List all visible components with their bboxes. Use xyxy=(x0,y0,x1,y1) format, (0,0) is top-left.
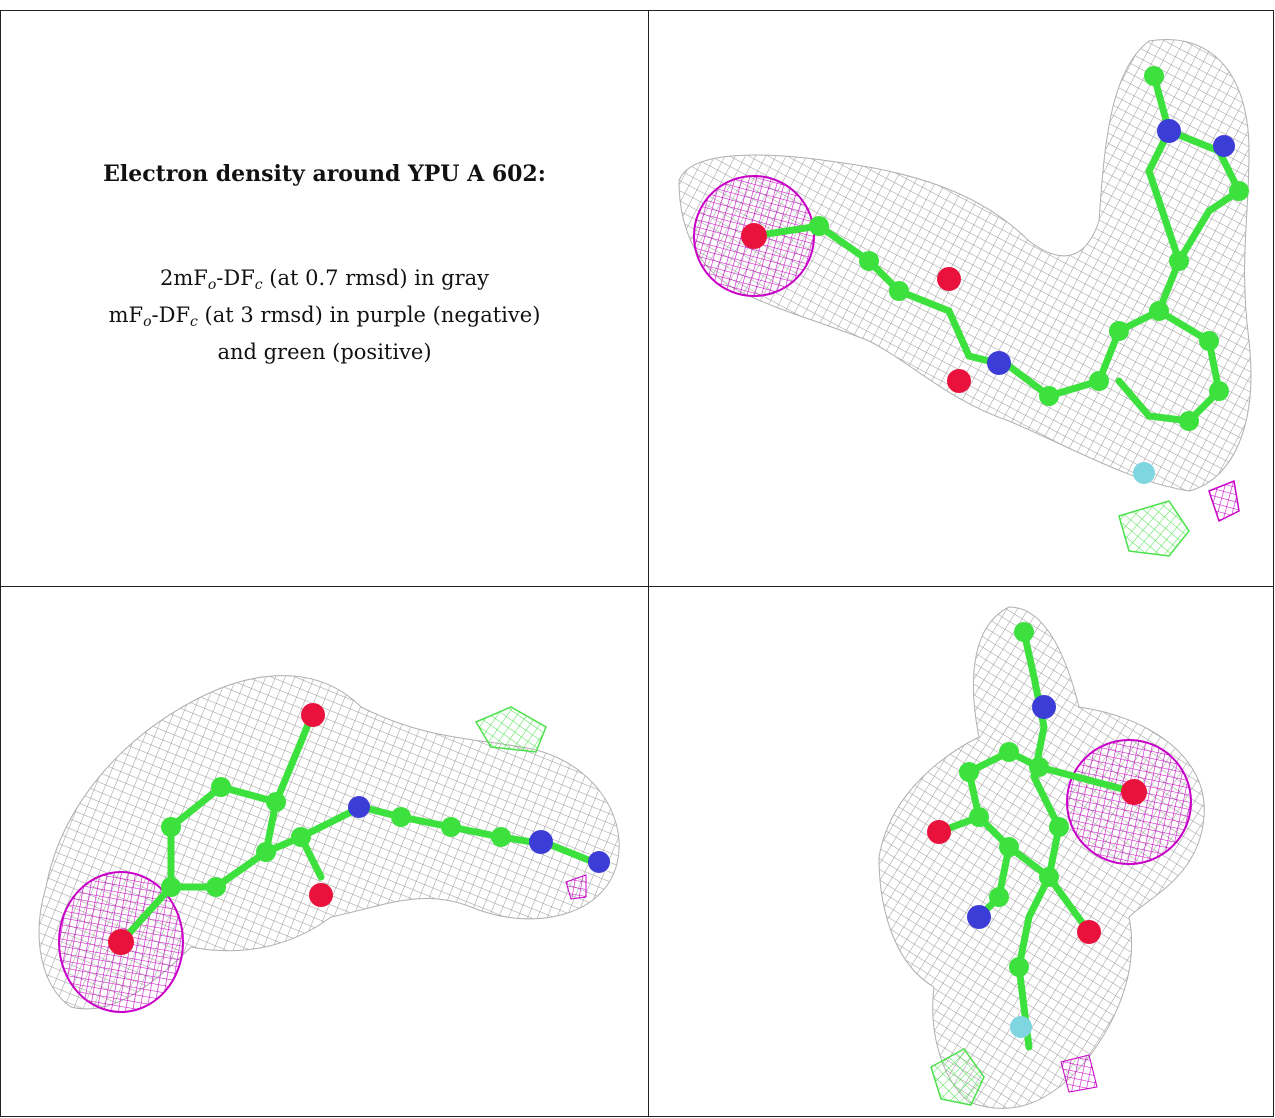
positive-density-blob xyxy=(930,1048,985,1106)
negative-density-small xyxy=(1060,1054,1098,1093)
density-view-2-image xyxy=(38,675,620,1013)
negative-density-small xyxy=(1208,479,1240,523)
gray-density-mesh xyxy=(878,606,1205,1109)
caption-line-3: and green (positive) xyxy=(217,340,432,364)
caption-title: Electron density around YPU A 602: xyxy=(103,161,546,187)
density-view-3-image xyxy=(878,606,1205,1109)
horizontal-divider xyxy=(1,586,1273,587)
density-view-2 xyxy=(1,587,648,1117)
figure-grid: Electron density around YPU A 602: 2mFo-… xyxy=(0,10,1274,1117)
ligand-atoms xyxy=(927,622,1147,1038)
caption-line-1: 2mFo-DFc (at 0.7 rmsd) in gray xyxy=(159,266,490,293)
positive-density-blob xyxy=(474,706,547,753)
positive-density-blob xyxy=(1118,500,1190,557)
density-view-3 xyxy=(649,587,1275,1117)
ligand-atoms xyxy=(741,66,1249,484)
density-view-1 xyxy=(649,11,1275,586)
density-view-1-image xyxy=(678,39,1252,557)
caption: Electron density around YPU A 602: 2mFo-… xyxy=(1,161,648,367)
vertical-divider xyxy=(648,11,649,1116)
ligand-atoms xyxy=(108,703,610,955)
caption-line-2: mFo-DFc (at 3 rmsd) in purple (negative) xyxy=(108,303,541,330)
caption-cell: Electron density around YPU A 602: 2mFo-… xyxy=(1,11,648,586)
negative-density-small xyxy=(565,874,587,900)
